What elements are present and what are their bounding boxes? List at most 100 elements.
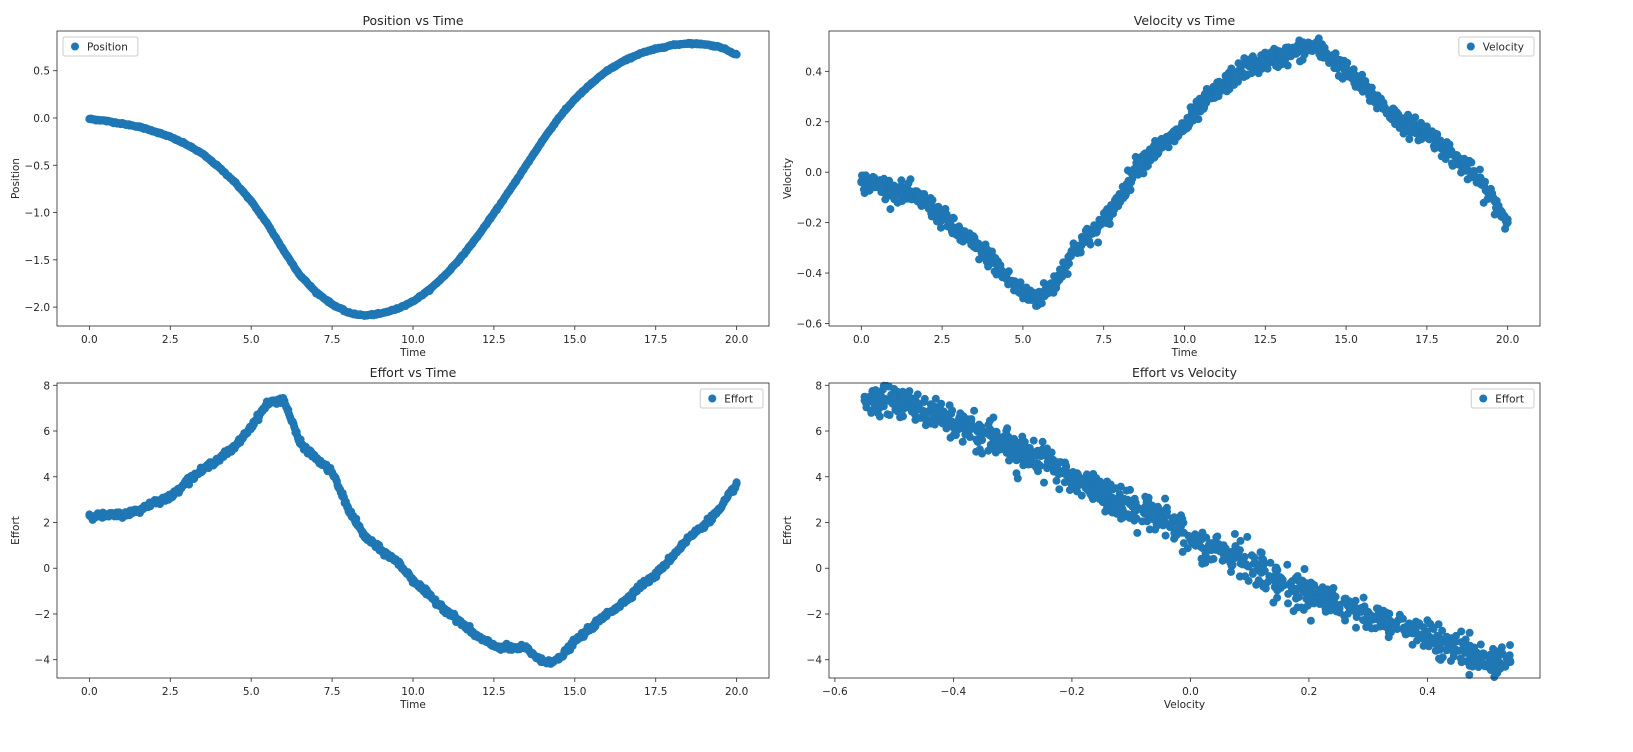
velocity-vs-time-point [1063, 270, 1072, 279]
velocity-vs-time-point [1139, 169, 1148, 178]
effort-vs-velocity-point [1413, 629, 1422, 638]
effort-vs-velocity-ytick-label: 2 [815, 517, 822, 529]
effort-vs-velocity-point [1170, 529, 1179, 538]
effort-vs-time-legend-box [699, 388, 764, 409]
effort-vs-time-ytick-label: 0 [43, 563, 50, 575]
effort-vs-velocity-point [1300, 565, 1309, 573]
velocity-vs-time-ytick-label: −0.4 [797, 268, 823, 280]
effort-vs-velocity-point [1309, 599, 1318, 608]
effort-vs-velocity-point [996, 440, 1005, 449]
position-vs-time-xtick-label: 10.0 [401, 334, 424, 346]
effort-vs-velocity-point [1238, 554, 1246, 563]
effort-vs-velocity-point [1161, 494, 1170, 503]
position-vs-time-xtick-label: 15.0 [563, 334, 586, 346]
effort-vs-velocity-point [875, 412, 884, 421]
effort-vs-velocity-point [1284, 589, 1293, 598]
position-vs-time-legend-box [62, 36, 139, 57]
effort-vs-velocity-point [972, 435, 981, 444]
effort-vs-velocity-title: Effort vs Velocity [1132, 365, 1238, 380]
effort-vs-velocity-point [1012, 456, 1021, 465]
effort-vs-time-xlabel: Time [399, 699, 426, 711]
position-vs-time-ytick-label: −0.5 [25, 160, 51, 172]
effort-vs-velocity-point [1341, 594, 1350, 603]
effort-vs-time-ytick-label: −2 [35, 609, 50, 621]
effort-vs-velocity-point [1142, 503, 1151, 512]
effort-vs-time-chart: Effort vs Time Time Effort 0.0 2.5 5.0 7.5 1… [10, 365, 770, 711]
effort-vs-velocity-point [913, 390, 922, 399]
effort-vs-velocity-point [1143, 517, 1152, 526]
effort-vs-velocity-point [1456, 654, 1465, 663]
effort-vs-time-point [352, 514, 361, 523]
effort-vs-time-points [85, 394, 741, 668]
effort-vs-velocity-point [1133, 505, 1142, 514]
effort-vs-time-ylabel: Effort [10, 516, 22, 545]
velocity-vs-time-point [1481, 177, 1489, 186]
velocity-vs-time-point [936, 223, 945, 232]
effort-vs-velocity-point [879, 402, 888, 411]
effort-vs-time-xtick-label: 7.5 [324, 686, 341, 698]
position-vs-time-points [85, 38, 741, 320]
velocity-vs-time-point [1358, 70, 1367, 79]
effort-vs-velocity-point [1466, 641, 1474, 650]
effort-vs-velocity-point [885, 411, 894, 419]
velocity-vs-time-xtick-label: 17.5 [1415, 334, 1438, 346]
effort-vs-velocity-point [1359, 616, 1368, 625]
effort-vs-velocity-point [1505, 651, 1514, 660]
effort-vs-velocity-point [1236, 536, 1245, 545]
position-vs-time-title: Position vs Time [362, 13, 463, 28]
effort-vs-velocity-point [1257, 548, 1266, 557]
effort-vs-velocity-point [1170, 513, 1179, 522]
velocity-vs-time-point [1131, 152, 1140, 161]
effort-vs-velocity-point [1077, 491, 1086, 500]
effort-vs-velocity-point [1408, 622, 1417, 631]
effort-vs-velocity-point [1435, 654, 1443, 663]
effort-vs-velocity-point [1089, 470, 1098, 478]
velocity-vs-time-legend-label: Velocity [1483, 42, 1524, 54]
velocity-vs-time-xtick-label: 12.5 [1254, 334, 1277, 346]
effort-vs-velocity-point [1069, 468, 1077, 476]
velocity-vs-time-xlabel: Time [1171, 347, 1198, 359]
effort-vs-time-ytick-label: 6 [43, 426, 50, 438]
effort-vs-velocity-point [882, 381, 891, 390]
effort-vs-velocity-point [970, 406, 979, 415]
effort-vs-velocity-point [1161, 531, 1170, 540]
effort-vs-velocity-point [936, 402, 944, 411]
effort-vs-velocity-point [890, 391, 899, 400]
effort-vs-velocity-point [1398, 614, 1407, 623]
effort-vs-velocity-legend-box [1470, 388, 1535, 409]
effort-vs-velocity-point [1096, 489, 1105, 498]
position-vs-time-xtick-label: 12.5 [482, 334, 505, 346]
velocity-vs-time-point [1105, 220, 1114, 228]
effort-vs-velocity-point [1486, 650, 1495, 659]
effort-vs-velocity-point [1273, 586, 1282, 595]
velocity-vs-time-point [1004, 267, 1013, 276]
effort-vs-velocity-point [1162, 509, 1171, 518]
position-vs-time-ytick-label: −1.5 [25, 255, 51, 267]
effort-vs-velocity-point [1176, 525, 1185, 533]
effort-vs-velocity-point [1118, 505, 1127, 514]
effort-vs-velocity-xlabel: Velocity [1164, 699, 1205, 711]
effort-vs-velocity-point [1118, 513, 1127, 522]
effort-vs-velocity-xtick-label: 0.4 [1419, 686, 1436, 698]
velocity-vs-time-ytick-label: 0.2 [805, 117, 822, 129]
effort-vs-time-xtick-label: 17.5 [644, 686, 667, 698]
effort-vs-velocity-ytick-label: −4 [807, 655, 823, 667]
effort-vs-velocity-point [871, 392, 880, 401]
position-vs-time-xtick-label: 2.5 [162, 334, 179, 346]
effort-vs-velocity-point [1352, 605, 1361, 614]
effort-vs-velocity-point [1034, 467, 1042, 476]
effort-vs-time-point [732, 478, 741, 487]
effort-vs-velocity-point [1243, 532, 1252, 541]
effort-vs-time-ytick-label: −4 [35, 655, 51, 667]
effort-vs-velocity-point [1162, 503, 1171, 512]
effort-vs-velocity-point [1017, 444, 1025, 453]
effort-vs-velocity-points [860, 381, 1515, 681]
effort-vs-velocity-point [1497, 643, 1506, 652]
effort-vs-velocity-point [1144, 510, 1153, 519]
velocity-vs-time-point [1422, 122, 1431, 131]
effort-vs-velocity-point [1178, 547, 1187, 556]
position-vs-time-xtick-label: 0.0 [81, 334, 98, 346]
effort-vs-velocity-point [1306, 616, 1315, 625]
effort-vs-velocity-point [1102, 497, 1111, 506]
